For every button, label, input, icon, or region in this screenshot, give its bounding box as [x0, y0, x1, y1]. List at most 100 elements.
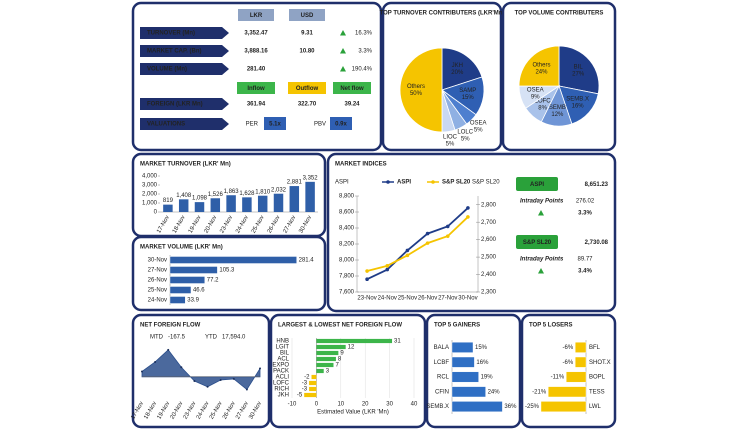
bar — [169, 266, 218, 274]
y-tick-label: 7,800 — [339, 274, 355, 280]
x-tick-label: 27-Nov — [438, 296, 457, 302]
bar — [316, 350, 339, 356]
usd-value: 9.31 — [301, 31, 313, 37]
point — [365, 269, 369, 273]
bar-value-label: 24% — [488, 389, 501, 395]
point — [232, 377, 235, 380]
point — [445, 234, 450, 238]
y-tick-label: BOPL — [589, 375, 606, 381]
point — [219, 378, 222, 381]
point — [385, 264, 390, 268]
slice-label: LOLC — [457, 130, 473, 136]
bar-value-label: 12 — [348, 345, 355, 351]
chart-title: NET FOREIGN FLOW — [140, 323, 201, 329]
bar — [273, 193, 284, 212]
y-tick-label: EXPO — [272, 363, 289, 369]
bar — [548, 386, 587, 398]
index-change: 3.4% — [578, 269, 592, 275]
slice-value: 5% — [474, 127, 483, 133]
y-tick-label: 26-Nov — [148, 278, 167, 284]
y-tick-label: 8,200 — [339, 242, 355, 248]
lkr-value: 281.40 — [247, 67, 266, 73]
y-tick-label: 8,400 — [339, 226, 355, 232]
flow-value: 39.24 — [344, 102, 360, 108]
y-tick-label: ACLI — [276, 375, 290, 381]
panel — [326, 152, 617, 313]
x-tick-label: 30-Nov — [458, 296, 477, 302]
slice-label: SEMB.X — [566, 96, 589, 102]
bar — [451, 342, 474, 353]
x-tick-label: 26-Nov — [418, 296, 437, 302]
chart-title: TOP 5 GAINERS — [434, 323, 480, 329]
ytd-value: 17,594.0 — [222, 335, 246, 341]
point — [193, 380, 196, 383]
up-arrow — [340, 48, 346, 54]
bar-value-label: 77.2 — [207, 278, 219, 284]
bar — [309, 380, 317, 386]
point — [466, 215, 470, 219]
pie-slice — [441, 47, 483, 91]
panel — [131, 313, 271, 429]
point — [405, 248, 410, 253]
bar — [210, 198, 221, 212]
bar — [451, 401, 503, 412]
bar — [257, 195, 268, 212]
pbv-bg — [330, 117, 352, 130]
flow-header-bg — [237, 82, 275, 94]
mtd-value: -167.5 — [168, 335, 186, 341]
bar-value-label: 1,098 — [192, 196, 208, 202]
x-tick-label: -10 — [288, 402, 297, 408]
y-tick-label: TESS — [589, 389, 605, 395]
bar-value-label: -5 — [297, 393, 303, 399]
row-label: MARKET CAP. (Bn) — [147, 49, 202, 55]
bar-value-label: 33.9 — [187, 298, 199, 304]
row-label-bg — [140, 45, 229, 57]
bar-value-label: 8 — [338, 357, 342, 363]
y-axis-title: ASPI — [335, 180, 349, 186]
point — [425, 241, 430, 245]
y-tick-label: 8,000 — [339, 258, 355, 264]
point — [206, 385, 209, 388]
bar-value-label: 819 — [163, 198, 174, 204]
bar — [316, 368, 324, 374]
bar-value-label: 46.6 — [193, 288, 205, 294]
bar-value-label: -3 — [302, 381, 308, 387]
flow-value: 361.94 — [247, 102, 266, 108]
ytd-label: YTD — [205, 335, 218, 341]
y-tick-label: ACL — [277, 357, 289, 363]
point — [385, 267, 390, 272]
bar-value-label: -2 — [304, 375, 310, 381]
y-tick-label: 2,700 — [481, 220, 497, 226]
series-line — [366, 207, 469, 281]
slice-value: 12% — [551, 112, 564, 118]
slice-label: OSEA — [470, 120, 487, 126]
point — [259, 367, 261, 370]
panel — [425, 313, 522, 429]
point — [365, 277, 369, 282]
point — [466, 206, 470, 210]
bar-value-label: 36% — [504, 404, 517, 410]
y-tick-label: SHOT.X — [589, 360, 611, 366]
bar — [194, 202, 205, 212]
y-tick-label: 2,400 — [481, 272, 497, 278]
legend-label: S&P SL20 — [442, 180, 471, 186]
y-tick-label: 24-Nov — [148, 298, 167, 304]
slice-value: 8% — [538, 106, 547, 112]
y-tick-label: 2,800 — [481, 202, 497, 208]
pbv-value: 0.9x — [335, 122, 347, 128]
bar-value-label: 1,408 — [176, 193, 192, 199]
y-tick-label: CFIN — [435, 389, 449, 395]
up-arrow — [538, 268, 544, 274]
bar — [242, 197, 252, 212]
bar — [178, 199, 189, 212]
y-tick-label: 27-Nov — [148, 268, 167, 274]
y-tick-label: BALA — [434, 345, 449, 351]
currency-header: LKR — [250, 13, 263, 19]
bar-value-label: 1,628 — [239, 191, 255, 197]
y-tick-label: HNB — [276, 339, 289, 345]
x-tick-label: 30 — [386, 402, 393, 408]
currency-header: USD — [301, 13, 314, 19]
y-tick-label: LOFC — [273, 381, 290, 387]
panel — [520, 313, 617, 429]
slice-value: 5% — [461, 137, 470, 143]
